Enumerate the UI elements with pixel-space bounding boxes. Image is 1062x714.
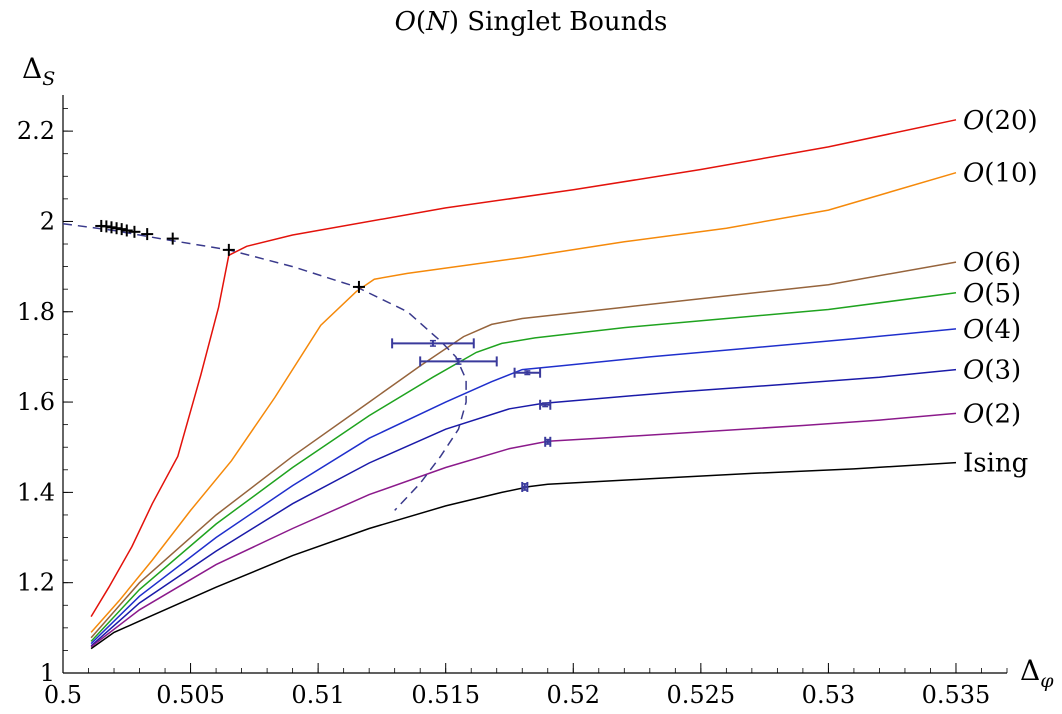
series-line-o-3 bbox=[90, 368, 957, 647]
x-tick-label: 0.51 bbox=[291, 681, 344, 709]
series-label-ising: Ising bbox=[963, 449, 1028, 479]
y-tick-label: 1.6 bbox=[17, 388, 55, 416]
series-label-o-20: O(20) bbox=[963, 106, 1038, 136]
x-tick-label: 0.535 bbox=[922, 681, 991, 709]
y-tick-label: 1.8 bbox=[17, 298, 55, 326]
series-line-o-20 bbox=[90, 119, 957, 617]
plus-marker bbox=[166, 232, 179, 245]
x-tick-label: 0.515 bbox=[411, 681, 480, 709]
series-label-o-4: O(4) bbox=[963, 315, 1021, 345]
error-bar-point bbox=[391, 338, 475, 349]
dashed-curve-layer bbox=[62, 222, 467, 511]
ticks: 0.5 0.505 0.51 0.515 0.52 0.525 0.53 0.535 1 1.2 1… bbox=[17, 108, 1008, 709]
plus-marker bbox=[352, 280, 365, 293]
plus-marker bbox=[115, 223, 128, 236]
series-line-ising bbox=[90, 461, 957, 650]
chart-title: O(N) Singlet Bounds bbox=[395, 7, 668, 37]
x-tick-label: 0.53 bbox=[802, 681, 855, 709]
error-bar-point bbox=[539, 399, 552, 410]
curve-label-layer: O(20) O(10) O(6)O(5) O(4) O(3) O(2) Ising bbox=[963, 106, 1038, 479]
marker-layer bbox=[95, 219, 365, 293]
series-line-o-6 bbox=[90, 261, 957, 639]
x-axis-label: Δφ bbox=[1020, 654, 1054, 692]
series-line-o-4 bbox=[90, 328, 957, 645]
plus-marker bbox=[128, 225, 141, 238]
series-label-o-5: O(5) bbox=[963, 279, 1021, 309]
axes bbox=[62, 95, 1007, 674]
x-tick-label: 0.52 bbox=[547, 681, 600, 709]
error-bar-layer bbox=[391, 338, 552, 492]
y-tick-label: 2 bbox=[40, 207, 55, 235]
series-label-o-3: O(3) bbox=[963, 356, 1021, 386]
error-bar-point bbox=[521, 481, 529, 492]
x-tick-label: 0.505 bbox=[156, 681, 225, 709]
series-label-o-6: O(6) bbox=[963, 248, 1021, 278]
series-line-o-10 bbox=[90, 171, 957, 633]
y-tick-label: 1.2 bbox=[17, 569, 55, 597]
error-bar-point bbox=[419, 356, 498, 367]
plus-marker bbox=[222, 243, 235, 256]
y-tick-label: 2.2 bbox=[17, 117, 55, 145]
series-line-o-2 bbox=[90, 412, 957, 648]
plus-marker bbox=[141, 228, 154, 241]
y-tick-label: 1.4 bbox=[17, 478, 55, 506]
x-tick-label: 0.5 bbox=[44, 681, 82, 709]
y-axis-label: ΔS bbox=[22, 52, 55, 90]
error-bar-point bbox=[544, 436, 552, 447]
series-line-o-5 bbox=[90, 292, 957, 642]
x-tick-label: 0.525 bbox=[666, 681, 735, 709]
y-tick-label: 1 bbox=[40, 659, 55, 687]
series-layer bbox=[90, 119, 957, 650]
series-label-o-2: O(2) bbox=[963, 399, 1021, 429]
dashed-curve bbox=[62, 222, 467, 511]
series-label-o-10: O(10) bbox=[963, 159, 1038, 189]
plus-marker bbox=[120, 224, 133, 237]
error-bar-point bbox=[513, 367, 542, 378]
